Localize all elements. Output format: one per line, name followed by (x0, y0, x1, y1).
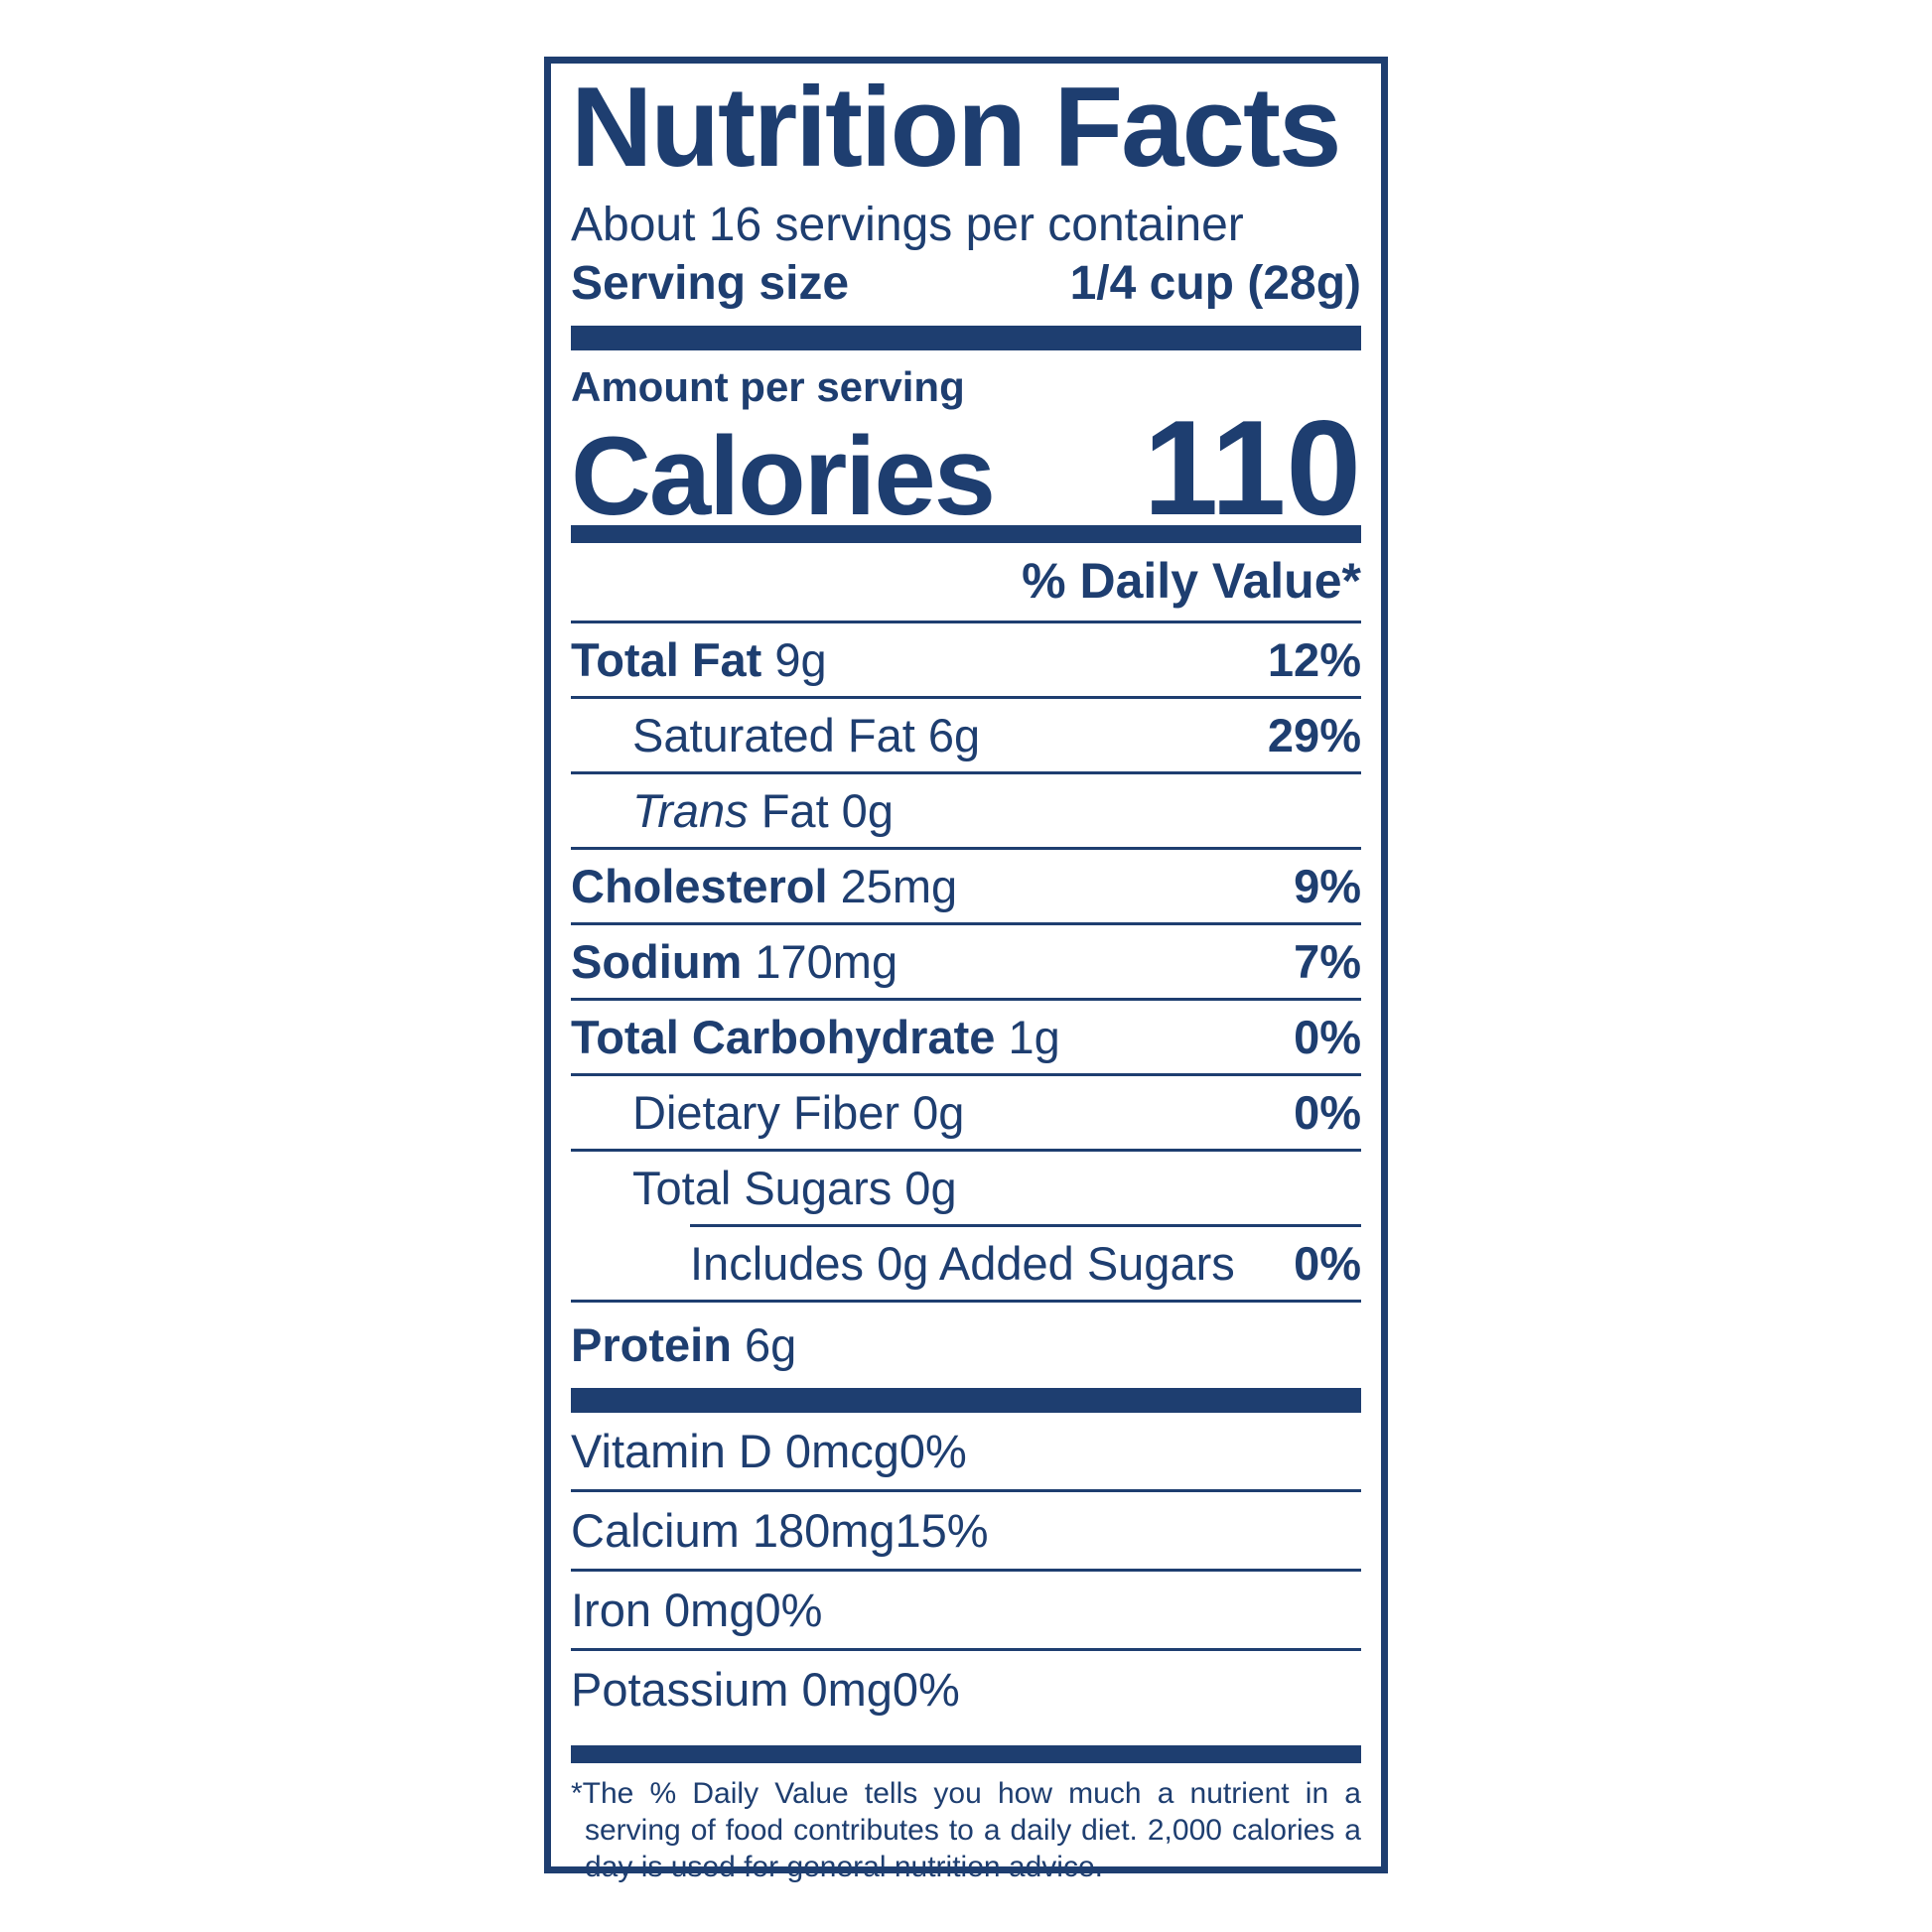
row-divider (571, 1073, 1361, 1076)
vitamin-name: Calcium 180mg (571, 1504, 896, 1557)
amount-per-serving-label: Amount per serving (571, 363, 965, 410)
vitamin-daily-value: 0% (755, 1584, 823, 1636)
nutrient-row: Protein 6g (571, 1303, 1361, 1386)
nutrient-row: Saturated Fat 6g 29% (571, 699, 1361, 771)
nutrient-name-part: 25mg (827, 860, 958, 912)
nutrient-row: Total Sugars 0g (571, 1152, 1361, 1224)
nutrient-daily-value: 9% (1294, 860, 1361, 912)
row-divider (571, 922, 1361, 925)
daily-value-header: % Daily Value* (571, 543, 1361, 623)
nutrient-name-part: Saturated Fat 6g (632, 709, 981, 761)
nutrient-name: Includes 0g Added Sugars (690, 1236, 1235, 1291)
vitamin-row: Vitamin D 0mcg 0% (571, 1413, 1361, 1489)
section-bar-footnote (571, 1745, 1361, 1763)
daily-value-footnote: *The % Daily Value tells you how much a … (571, 1777, 1361, 1883)
row-divider (571, 998, 1361, 1001)
nutrient-rows-section: Total Fat 9g 12% Saturated Fat 6g 29% Trans … (571, 623, 1361, 1386)
row-divider (571, 1489, 1361, 1492)
nutrient-name-part: 1g (995, 1011, 1060, 1063)
calories-label: Calories (571, 414, 996, 538)
nutrient-name: Total Fat 9g (571, 632, 827, 687)
row-divider (571, 1149, 1361, 1152)
row-divider (571, 1300, 1361, 1303)
nutrient-name: Trans Fat 0g (632, 783, 894, 838)
nutrient-name: Total Carbohydrate 1g (571, 1010, 1060, 1064)
vitamin-name: Potassium 0mg (571, 1663, 893, 1716)
nutrient-row: Total Fat 9g 12% (571, 623, 1361, 696)
nutrient-name-part: Trans (632, 784, 749, 837)
serving-size-value: 1/4 cup (28g) (1069, 257, 1361, 310)
nutrient-name: Sodium 170mg (571, 934, 897, 989)
row-divider (571, 847, 1361, 850)
nutrient-name-part: 170mg (742, 935, 898, 988)
nutrient-name-part: Sodium (571, 935, 743, 988)
row-divider (571, 771, 1361, 774)
nutrition-facts-label: Nutrition Facts About 16 servings per co… (544, 57, 1388, 1883)
nutrient-row: Dietary Fiber 0g 0% (571, 1076, 1361, 1149)
vitamin-row: Iron 0mg 0% (571, 1572, 1361, 1648)
nutrient-name-part: 6g (731, 1317, 797, 1371)
nutrient-daily-value: 29% (1267, 709, 1361, 761)
vitamin-row: Potassium 0mg 0% (571, 1651, 1361, 1727)
nutrient-daily-value: 0% (1294, 1237, 1361, 1290)
calories-divider-bar (571, 525, 1361, 543)
nutrient-row: Total Carbohydrate 1g 0% (571, 1001, 1361, 1073)
nutrient-name: Cholesterol 25mg (571, 859, 957, 913)
nutrient-row: Trans Fat 0g (571, 774, 1361, 847)
calories-row: Calories 110 (571, 400, 1361, 535)
section-bar-serving (571, 326, 1361, 350)
nutrient-name: Saturated Fat 6g (632, 708, 980, 762)
nutrient-daily-value: 7% (1294, 935, 1361, 988)
nutrient-name-part: Protein (571, 1317, 732, 1371)
nutrient-row: Cholesterol 25mg 9% (571, 850, 1361, 922)
serving-size-row: Serving size 1/4 cup (28g) (571, 254, 1361, 314)
servings-per-container: About 16 servings per container (571, 199, 1244, 251)
row-divider (571, 1569, 1361, 1572)
nutrient-row: Includes 0g Added Sugars 0% (571, 1227, 1361, 1300)
nutrient-name-part: Dietary Fiber 0g (632, 1086, 965, 1139)
section-bar-protein (571, 1388, 1361, 1413)
row-divider (571, 1648, 1361, 1651)
calories-value: 110 (1143, 392, 1361, 543)
vitamin-daily-value: 15% (895, 1504, 989, 1557)
serving-size-label: Serving size (571, 257, 850, 310)
vitamin-name: Iron 0mg (571, 1584, 756, 1636)
row-divider (571, 696, 1361, 699)
nutrient-name-part: Total Sugars 0g (632, 1162, 957, 1214)
nutrient-name-part: Total Carbohydrate (571, 1011, 996, 1063)
row-divider (690, 1224, 1361, 1227)
nutrient-name-part: Total Fat (571, 633, 762, 686)
nutrient-daily-value: 12% (1267, 633, 1361, 686)
label-title: Nutrition Facts (571, 65, 1341, 191)
nutrient-name: Total Sugars 0g (632, 1161, 957, 1215)
vitamin-name: Vitamin D 0mcg (571, 1425, 899, 1477)
vitamin-daily-value: 0% (892, 1663, 960, 1716)
nutrient-row: Sodium 170mg 7% (571, 925, 1361, 998)
nutrient-daily-value: 0% (1294, 1086, 1361, 1139)
nutrient-name-part: 9g (761, 633, 827, 686)
nutrient-name: Dietary Fiber 0g (632, 1085, 964, 1140)
nutrient-name-part: Cholesterol (571, 860, 828, 912)
nutrient-name: Protein 6g (571, 1317, 796, 1372)
vitamin-rows-section: Vitamin D 0mcg 0% Calcium 180mg 15% Iron 0mg… (571, 1413, 1361, 1727)
nutrient-name-part: Fat 0g (748, 784, 894, 837)
nutrient-name-part: Includes 0g Added Sugars (690, 1237, 1235, 1290)
nutrient-daily-value: 0% (1294, 1011, 1361, 1063)
vitamin-row: Calcium 180mg 15% (571, 1492, 1361, 1569)
vitamin-daily-value: 0% (898, 1425, 967, 1477)
